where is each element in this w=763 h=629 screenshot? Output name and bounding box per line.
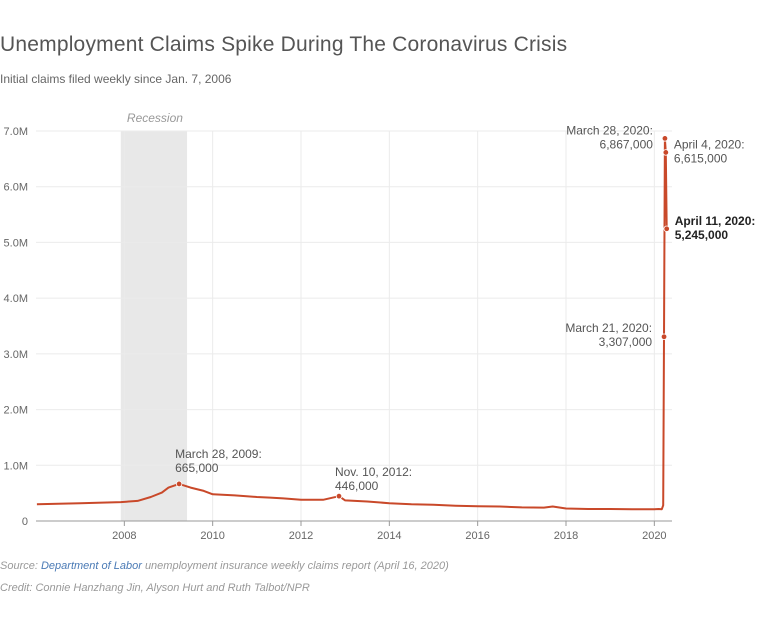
recession-label: Recession	[127, 111, 183, 125]
annotation-value: 5,245,000	[675, 228, 729, 242]
annotation-value: 6,867,000	[600, 137, 654, 151]
y-tick-label: 6.0M	[4, 182, 28, 194]
x-tick-label: 2018	[554, 530, 578, 542]
credit-note: Credit: Connie Hanzhang Jin, Alyson Hurt…	[0, 582, 310, 594]
x-tick-label: 2014	[377, 530, 401, 542]
annotation-date: April 11, 2020:	[675, 214, 756, 228]
annotation-value: 6,615,000	[674, 151, 728, 165]
x-tick-label: 2020	[642, 530, 666, 542]
source-note: Source: Department of Labor unemployment…	[0, 560, 449, 572]
y-tick-label: 2.0M	[4, 405, 28, 417]
y-tick-label: 5.0M	[4, 237, 28, 249]
x-tick-label: 2016	[465, 530, 489, 542]
annotation-dot	[663, 225, 670, 232]
annotation-date: March 28, 2009:	[175, 447, 262, 461]
x-tick-label: 2012	[289, 530, 313, 542]
annotation-date: March 21, 2020:	[565, 321, 652, 335]
series-line	[36, 137, 668, 511]
x-tick-label: 2010	[200, 530, 224, 542]
y-tick-label: 4.0M	[4, 293, 28, 305]
y-tick-label: 0	[22, 516, 28, 528]
annotation-value: 446,000	[335, 479, 379, 493]
y-tick-label: 7.0M	[4, 126, 28, 138]
annotation-date: Nov. 10, 2012:	[335, 465, 412, 479]
source-link[interactable]: Department of Labor	[40, 560, 142, 572]
chart-title: Unemployment Claims Spike During The Cor…	[0, 33, 568, 56]
annotation-dot	[661, 135, 669, 142]
annotation-value: 665,000	[175, 461, 219, 475]
source-description: unemployment insurance weekly claims rep…	[144, 560, 449, 572]
chart-subtitle: Initial claims filed weekly since Jan. 7…	[0, 72, 232, 86]
annotation-date: April 4, 2020:	[674, 137, 745, 151]
annotation-dot	[660, 333, 668, 340]
chart-canvas: Recession 0 1.0M 2.0M 3.0M 4.0M 5.0M 6.0M 7.0M 20…	[4, 111, 756, 542]
x-tick-label: 2008	[112, 530, 136, 542]
y-tick-label: 1.0M	[4, 460, 28, 472]
annotation-dot	[175, 480, 183, 488]
y-tick-label: 3.0M	[4, 349, 28, 361]
annotation-dot	[662, 149, 670, 156]
annotation-value: 3,307,000	[599, 335, 653, 349]
recession-band	[120, 131, 188, 521]
source-label: Source:	[0, 560, 38, 572]
annotation-date: March 28, 2020:	[566, 123, 653, 137]
annotation-dot	[335, 492, 343, 500]
